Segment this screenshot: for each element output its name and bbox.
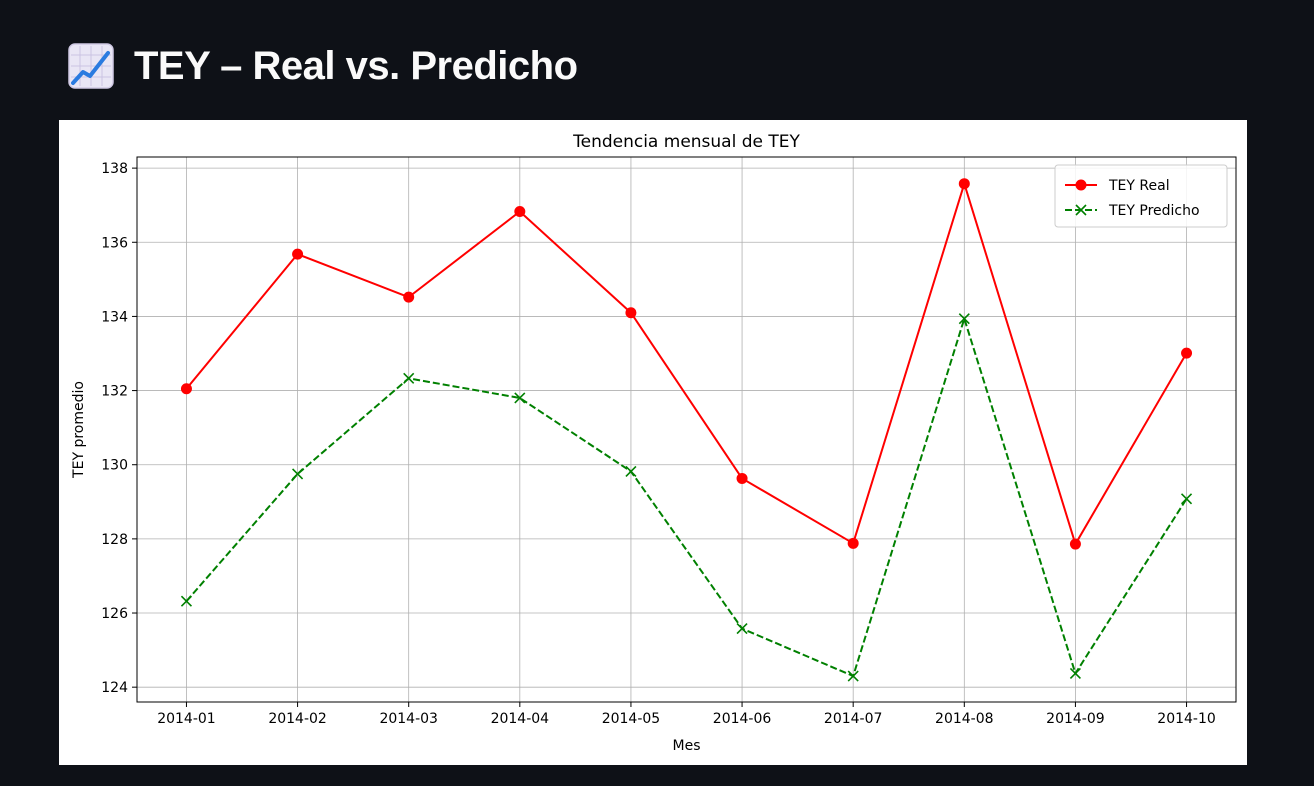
data-point <box>958 313 970 325</box>
series-line <box>185 182 1188 546</box>
x-axis-label: Mes <box>673 738 701 754</box>
y-tick-label: 134 <box>101 309 128 325</box>
x-tick-label: 2014-04 <box>491 711 550 727</box>
data-point <box>736 472 748 484</box>
data-point <box>1181 347 1193 359</box>
series-layer <box>180 178 1193 682</box>
legend-box <box>1054 164 1228 228</box>
y-axis-label: TEY promedio <box>71 381 87 479</box>
data-point <box>736 623 748 635</box>
data-point <box>292 468 304 480</box>
y-tick-label: 132 <box>101 384 128 400</box>
x-tick-label: 2014-10 <box>1157 711 1216 727</box>
x-tick-label: 2014-08 <box>935 711 994 727</box>
page-header: TEY – Real vs. Predicho <box>68 36 578 96</box>
legend-label: TEY Real <box>1108 178 1170 194</box>
y-tick-label: 126 <box>101 606 128 622</box>
data-point <box>514 392 526 404</box>
x-tick-label: 2014-01 <box>157 711 216 727</box>
line-chart: 2014-01 2014-02 2014-03 2014-04 2014-05 2014-… <box>71 132 1237 754</box>
grid-layer <box>137 157 1236 702</box>
data-point <box>180 383 192 395</box>
axes-layer: 2014-01 2014-02 2014-03 2014-04 2014-05 2014-… <box>101 161 1216 727</box>
data-point <box>1180 493 1193 505</box>
chart-card: 2014-01 2014-02 2014-03 2014-04 2014-05 2014-… <box>59 120 1247 765</box>
y-tick-label: 124 <box>101 680 128 696</box>
series-tey-real <box>180 178 1193 550</box>
x-tick-label: 2014-06 <box>713 711 772 727</box>
series-line <box>185 317 1188 678</box>
x-tick-label: 2014-07 <box>824 711 883 727</box>
y-tick-label: 130 <box>101 458 128 474</box>
y-tick-label: 128 <box>101 532 128 548</box>
data-point <box>847 537 859 549</box>
data-point <box>292 248 304 260</box>
data-point <box>625 307 637 319</box>
data-point <box>847 670 859 682</box>
data-point <box>1069 667 1081 680</box>
legend: TEY Real TEY Predicho <box>1054 164 1228 228</box>
chart-increasing-icon <box>68 43 114 89</box>
chart-title: Tendencia mensual de TEY <box>572 132 800 152</box>
y-tick-label: 136 <box>101 235 128 251</box>
legend-label: TEY Predicho <box>1108 203 1200 219</box>
x-tick-label: 2014-02 <box>268 711 327 727</box>
series-tey-predicho <box>180 313 1193 682</box>
page-title: TEY – Real vs. Predicho <box>134 43 578 88</box>
data-point <box>625 465 637 477</box>
data-point <box>403 291 415 303</box>
legend-marker <box>1075 179 1087 191</box>
legend-marker <box>1075 204 1087 216</box>
data-point <box>514 206 526 217</box>
plot-frame <box>136 156 1237 703</box>
x-tick-label: 2014-09 <box>1046 711 1105 727</box>
y-tick-label: 138 <box>101 161 128 177</box>
data-point <box>958 178 970 190</box>
data-point <box>1069 538 1081 550</box>
data-point <box>403 372 415 384</box>
x-tick-label: 2014-03 <box>379 711 438 727</box>
data-point <box>180 595 193 607</box>
x-tick-label: 2014-05 <box>602 711 661 727</box>
